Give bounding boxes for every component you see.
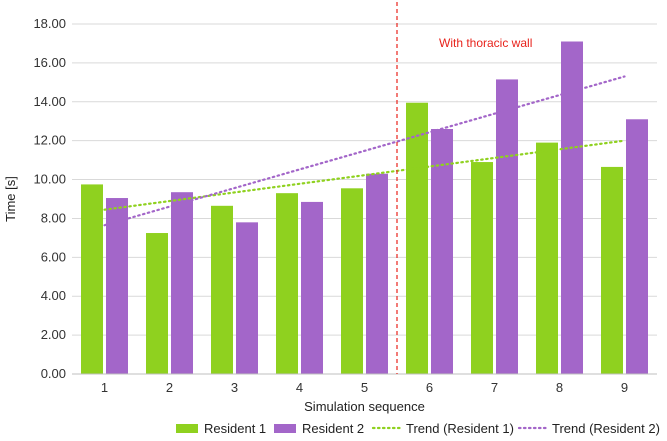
bar-resident-2-seq-7	[496, 79, 518, 375]
x-tick-label: 1	[101, 380, 108, 395]
legend-label-trend-resident-1: Trend (Resident 1)	[406, 421, 514, 436]
y-tick-label: 16.00	[33, 55, 66, 70]
bar-resident-2-seq-5	[366, 173, 388, 374]
trendline-trend-resident-2	[103, 75, 626, 227]
y-tick-label: 6.00	[41, 249, 66, 264]
y-tick-label: 8.00	[41, 210, 66, 225]
trendlines	[103, 75, 626, 227]
x-tick-labels: 1 2 3 4 5 6 7 8 9	[101, 380, 628, 395]
bar-resident-2-seq-8	[561, 41, 583, 374]
bar-resident-1-seq-9	[601, 166, 623, 374]
x-tick-label: 8	[556, 380, 563, 395]
bar-resident-1-seq-8	[536, 142, 558, 374]
bar-resident-2-seq-3	[236, 222, 258, 374]
bar-resident-2-seq-6	[431, 129, 453, 374]
legend-swatch-resident-1	[176, 424, 198, 433]
trendline-trend-resident-1	[103, 139, 626, 211]
x-tick-label: 6	[426, 380, 433, 395]
legend-label-resident-1: Resident 1	[204, 421, 266, 436]
y-tick-label: 18.00	[33, 16, 66, 31]
legend: Resident 1 Resident 2 Trend (Resident 1) Tr…	[176, 421, 660, 436]
y-tick-label: 12.00	[33, 133, 66, 148]
y-tick-label: 2.00	[41, 327, 66, 342]
x-tick-label: 2	[166, 380, 173, 395]
x-tick-label: 3	[231, 380, 238, 395]
x-tick-label: 5	[361, 380, 368, 395]
bar-resident-1-seq-2	[146, 233, 168, 374]
y-tick-label: 10.00	[33, 172, 66, 187]
y-tick-label: 4.00	[41, 288, 66, 303]
bar-resident-1-seq-7	[471, 162, 493, 374]
legend-label-resident-2: Resident 2	[302, 421, 364, 436]
bars	[81, 41, 648, 375]
legend-swatch-resident-2	[274, 424, 296, 433]
x-axis-label: Simulation sequence	[304, 399, 425, 414]
y-tick-labels: 0.00 2.00 4.00 6.00 8.00 10.00 12.00 14.00 16.00…	[33, 16, 66, 381]
gridlines	[72, 23, 657, 336]
y-tick-label: 0.00	[41, 366, 66, 381]
bar-resident-1-seq-4	[276, 193, 298, 374]
bar-resident-2-seq-4	[301, 201, 323, 374]
x-tick-label: 4	[296, 380, 303, 395]
bar-resident-2-seq-2	[171, 192, 193, 374]
x-tick-label: 9	[621, 380, 628, 395]
annotation-text: With thoracic wall	[439, 36, 532, 50]
legend-label-trend-resident-2: Trend (Resident 2)	[552, 421, 660, 436]
bar-resident-2-seq-9	[626, 119, 648, 375]
bar-resident-2-seq-1	[106, 198, 128, 374]
bar-resident-1-seq-3	[211, 205, 233, 374]
x-tick-label: 7	[491, 380, 498, 395]
bar-resident-1-seq-1	[81, 184, 103, 374]
y-axis-label: Time [s]	[3, 176, 18, 222]
bar-resident-1-seq-6	[406, 102, 428, 374]
y-tick-label: 14.00	[33, 94, 66, 109]
bar-resident-1-seq-5	[341, 188, 363, 374]
